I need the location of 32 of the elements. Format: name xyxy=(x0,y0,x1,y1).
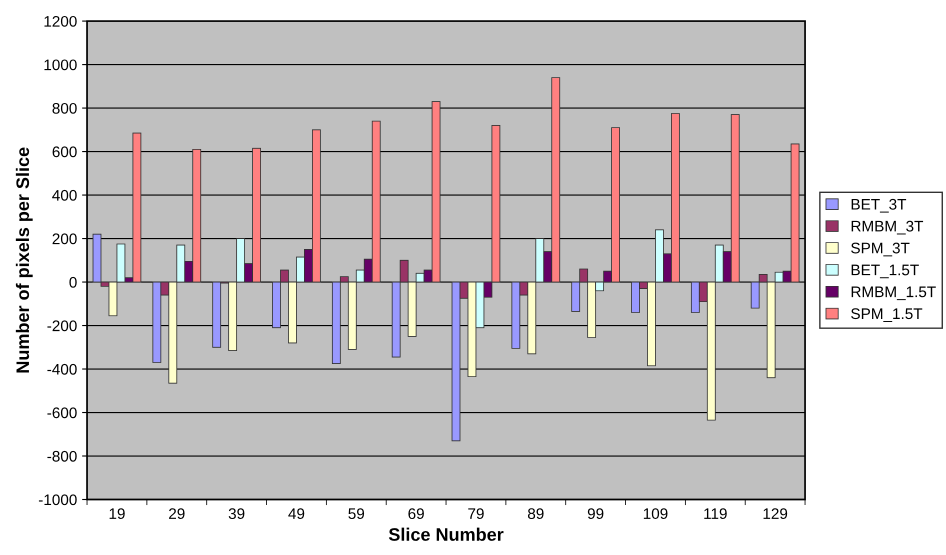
y-tick-label: -200 xyxy=(47,320,77,332)
x-tick-label: 119 xyxy=(704,508,727,520)
y-tick-label: -600 xyxy=(47,407,77,418)
y-tick-label: 0 xyxy=(69,276,77,288)
x-tick-label: 19 xyxy=(110,508,125,520)
x-tick-label: 39 xyxy=(228,508,244,520)
legend-label: SPM_3T xyxy=(851,242,910,256)
y-tick-label: 400 xyxy=(52,190,77,201)
x-tick-label: 49 xyxy=(288,508,304,520)
y-tick-label: -800 xyxy=(47,450,77,462)
legend-label: BET_3T xyxy=(852,198,906,213)
y-tick-label: 600 xyxy=(52,146,77,158)
y-tick-label: -400 xyxy=(47,364,77,375)
y-tick-label: -1000 xyxy=(38,494,77,506)
y-axis-title: Number of pixels per Slice xyxy=(16,148,33,372)
x-tick-label: 79 xyxy=(468,508,484,520)
legend-label: RMBM_1.5T xyxy=(852,286,936,300)
y-tick-label: 1000 xyxy=(44,59,77,70)
x-tick-label: 89 xyxy=(528,508,544,520)
y-tick-label: 1200 xyxy=(44,16,77,27)
x-tick-label: 109 xyxy=(644,508,668,520)
x-tick-label: 99 xyxy=(588,508,604,520)
x-tick-label: 59 xyxy=(348,508,364,520)
x-tick-label: 129 xyxy=(764,508,788,520)
legend-label: BET_1.5T xyxy=(852,264,919,278)
legend-label: SPM_1.5T xyxy=(851,308,922,322)
y-tick-label: 200 xyxy=(52,233,77,244)
x-tick-label: 29 xyxy=(169,508,185,520)
x-axis-title: Slice Number xyxy=(388,528,504,541)
x-tick-label: 69 xyxy=(408,508,424,520)
legend-label: RMBM_3T xyxy=(852,220,924,234)
y-tick-label: 800 xyxy=(52,102,77,114)
